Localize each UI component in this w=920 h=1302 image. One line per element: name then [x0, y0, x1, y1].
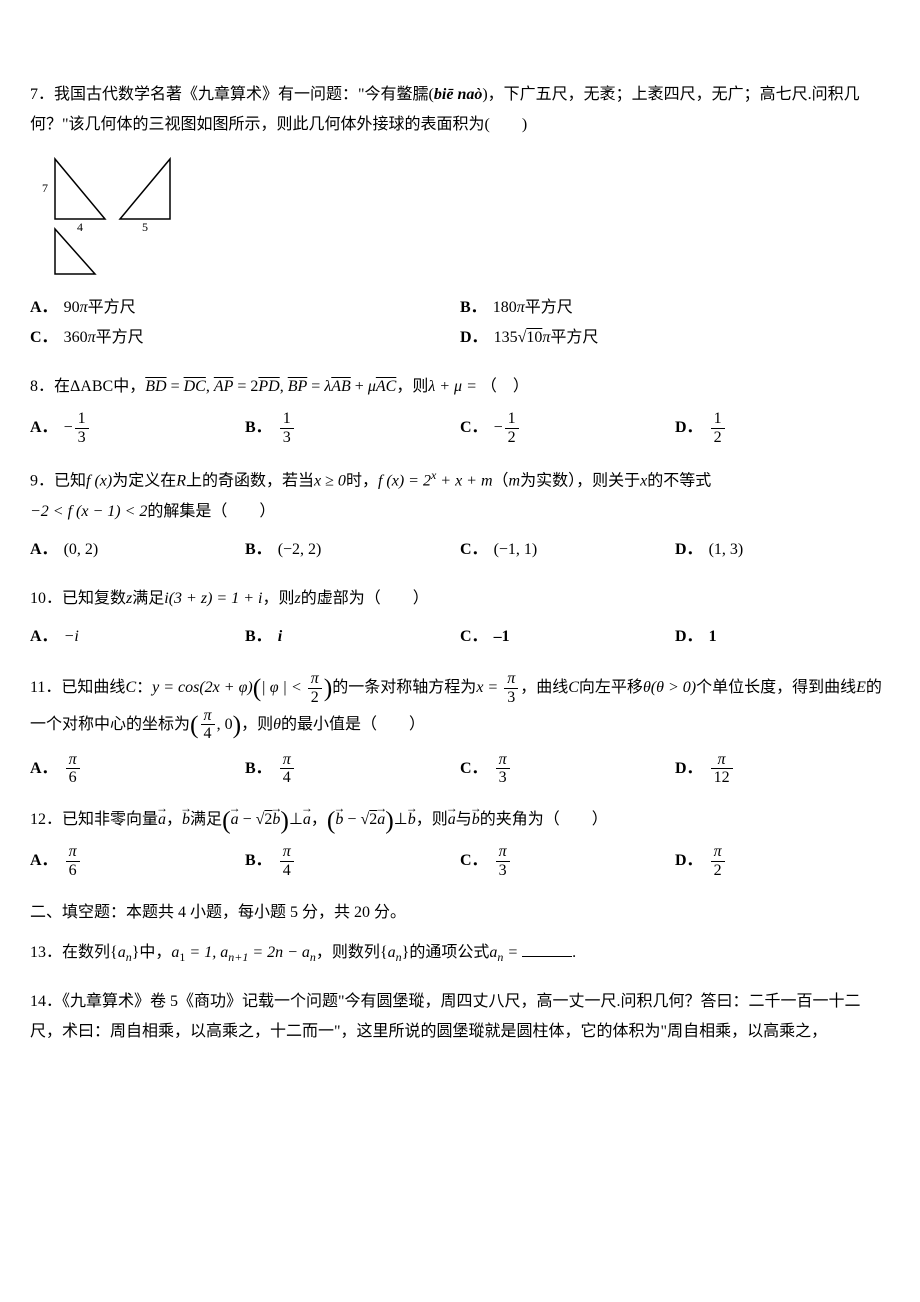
q8-opt-a: A．−13: [30, 410, 245, 446]
q11-options: A．π6 B．π4 C．π3 D．π12: [30, 751, 890, 787]
q7-opt-c: C． 360π 平方尺: [30, 323, 460, 353]
q7-pinyin: biē naò: [434, 86, 482, 103]
q8-opt-c: C．−12: [460, 410, 675, 446]
q7-opt-d: D． 135√10π 平方尺: [460, 323, 890, 353]
q12-opt-c: C．π3: [460, 843, 675, 879]
q12-opt-d: D．π2: [675, 843, 890, 879]
q10-text: 10．已知复数z满足i(3 + z) = 1 + i，则z的虚部为（ ）: [30, 584, 890, 614]
q7-options: A． 90π 平方尺 B． 180π 平方尺 C． 360π 平方尺 D． 13…: [30, 293, 890, 354]
q7-t1: 我国古代数学名著《九章算术》有一问题："今有鳖臑(: [54, 86, 434, 103]
q7-w1-label: 4: [77, 220, 83, 234]
q11-text: 11．已知曲线C：y = cos(2x + φ)(| φ | < π2)的一条对…: [30, 670, 890, 742]
section-2-title: 二、填空题：本题共 4 小题，每小题 5 分，共 20 分。: [30, 898, 890, 928]
q8-opt-d: D．12: [675, 410, 890, 446]
q8-options: A．−13 B．13 C．−12 D．12: [30, 410, 890, 446]
q13-text: 13．在数列{an}中，a1 = 1, an+1 = 2n − an，则数列{a…: [30, 938, 890, 969]
q12-text: 12．已知非零向量a，b满足(a − √2b)⊥a，(b − √2a)⊥b，则a…: [30, 805, 890, 835]
q10-options: A．−i B．i C．–1 D．1: [30, 622, 890, 652]
question-13: 13．在数列{an}中，a1 = 1, an+1 = 2n − an，则数列{a…: [30, 938, 890, 969]
q7-diagram: 7 4 5: [30, 149, 180, 279]
q12-opt-b: B．π4: [245, 843, 460, 879]
question-12: 12．已知非零向量a，b满足(a − √2b)⊥a，(b − √2a)⊥b，则a…: [30, 805, 890, 880]
q10-opt-b: B．i: [245, 622, 460, 652]
question-11: 11．已知曲线C：y = cos(2x + φ)(| φ | < π2)的一条对…: [30, 670, 890, 787]
q11-opt-b: B．π4: [245, 751, 460, 787]
q12-options: A．π6 B．π4 C．π3 D．π2: [30, 843, 890, 879]
q9-opt-c: C．(−1, 1): [460, 535, 675, 565]
q7-opt-a: A． 90π 平方尺: [30, 293, 460, 323]
q8-text: 8．在ΔABC中，BD = DC, AP = 2PD, BP = λAB + μ…: [30, 372, 890, 402]
q7-opt-b: B． 180π 平方尺: [460, 293, 890, 323]
q10-opt-d: D．1: [675, 622, 890, 652]
q7-text: 7．我国古代数学名著《九章算术》有一问题："今有鳖臑(biē naò)，下广五尺…: [30, 80, 890, 141]
q7-w2-label: 5: [142, 220, 148, 234]
q11-opt-d: D．π12: [675, 751, 890, 787]
q13-blank: [522, 941, 572, 957]
q10-opt-a: A．−i: [30, 622, 245, 652]
q9-text: 9．已知f (x)为定义在R上的奇函数，若当x ≥ 0时，f (x) = 2x …: [30, 464, 890, 527]
question-10: 10．已知复数z满足i(3 + z) = 1 + i，则z的虚部为（ ） A．−…: [30, 584, 890, 653]
q7-num: 7．: [30, 86, 54, 103]
q11-opt-c: C．π3: [460, 751, 675, 787]
q8-opt-b: B．13: [245, 410, 460, 446]
q7-h-label: 7: [42, 181, 48, 195]
question-7: 7．我国古代数学名著《九章算术》有一问题："今有鳖臑(biē naò)，下广五尺…: [30, 80, 890, 354]
q9-opt-a: A．(0, 2): [30, 535, 245, 565]
q9-options: A．(0, 2) B．(−2, 2) C．(−1, 1) D．(1, 3): [30, 535, 890, 565]
q12-opt-a: A．π6: [30, 843, 245, 879]
q9-opt-b: B．(−2, 2): [245, 535, 460, 565]
q14-text: 14．《九章算术》卷 5《商功》记载一个问题"今有圆堡瑽，周四丈八尺，高一丈一尺…: [30, 987, 890, 1048]
q10-opt-c: C．–1: [460, 622, 675, 652]
q9-opt-d: D．(1, 3): [675, 535, 890, 565]
question-9: 9．已知f (x)为定义在R上的奇函数，若当x ≥ 0时，f (x) = 2x …: [30, 464, 890, 566]
q11-opt-a: A．π6: [30, 751, 245, 787]
question-14: 14．《九章算术》卷 5《商功》记载一个问题"今有圆堡瑽，周四丈八尺，高一丈一尺…: [30, 987, 890, 1048]
question-8: 8．在ΔABC中，BD = DC, AP = 2PD, BP = λAB + μ…: [30, 372, 890, 447]
